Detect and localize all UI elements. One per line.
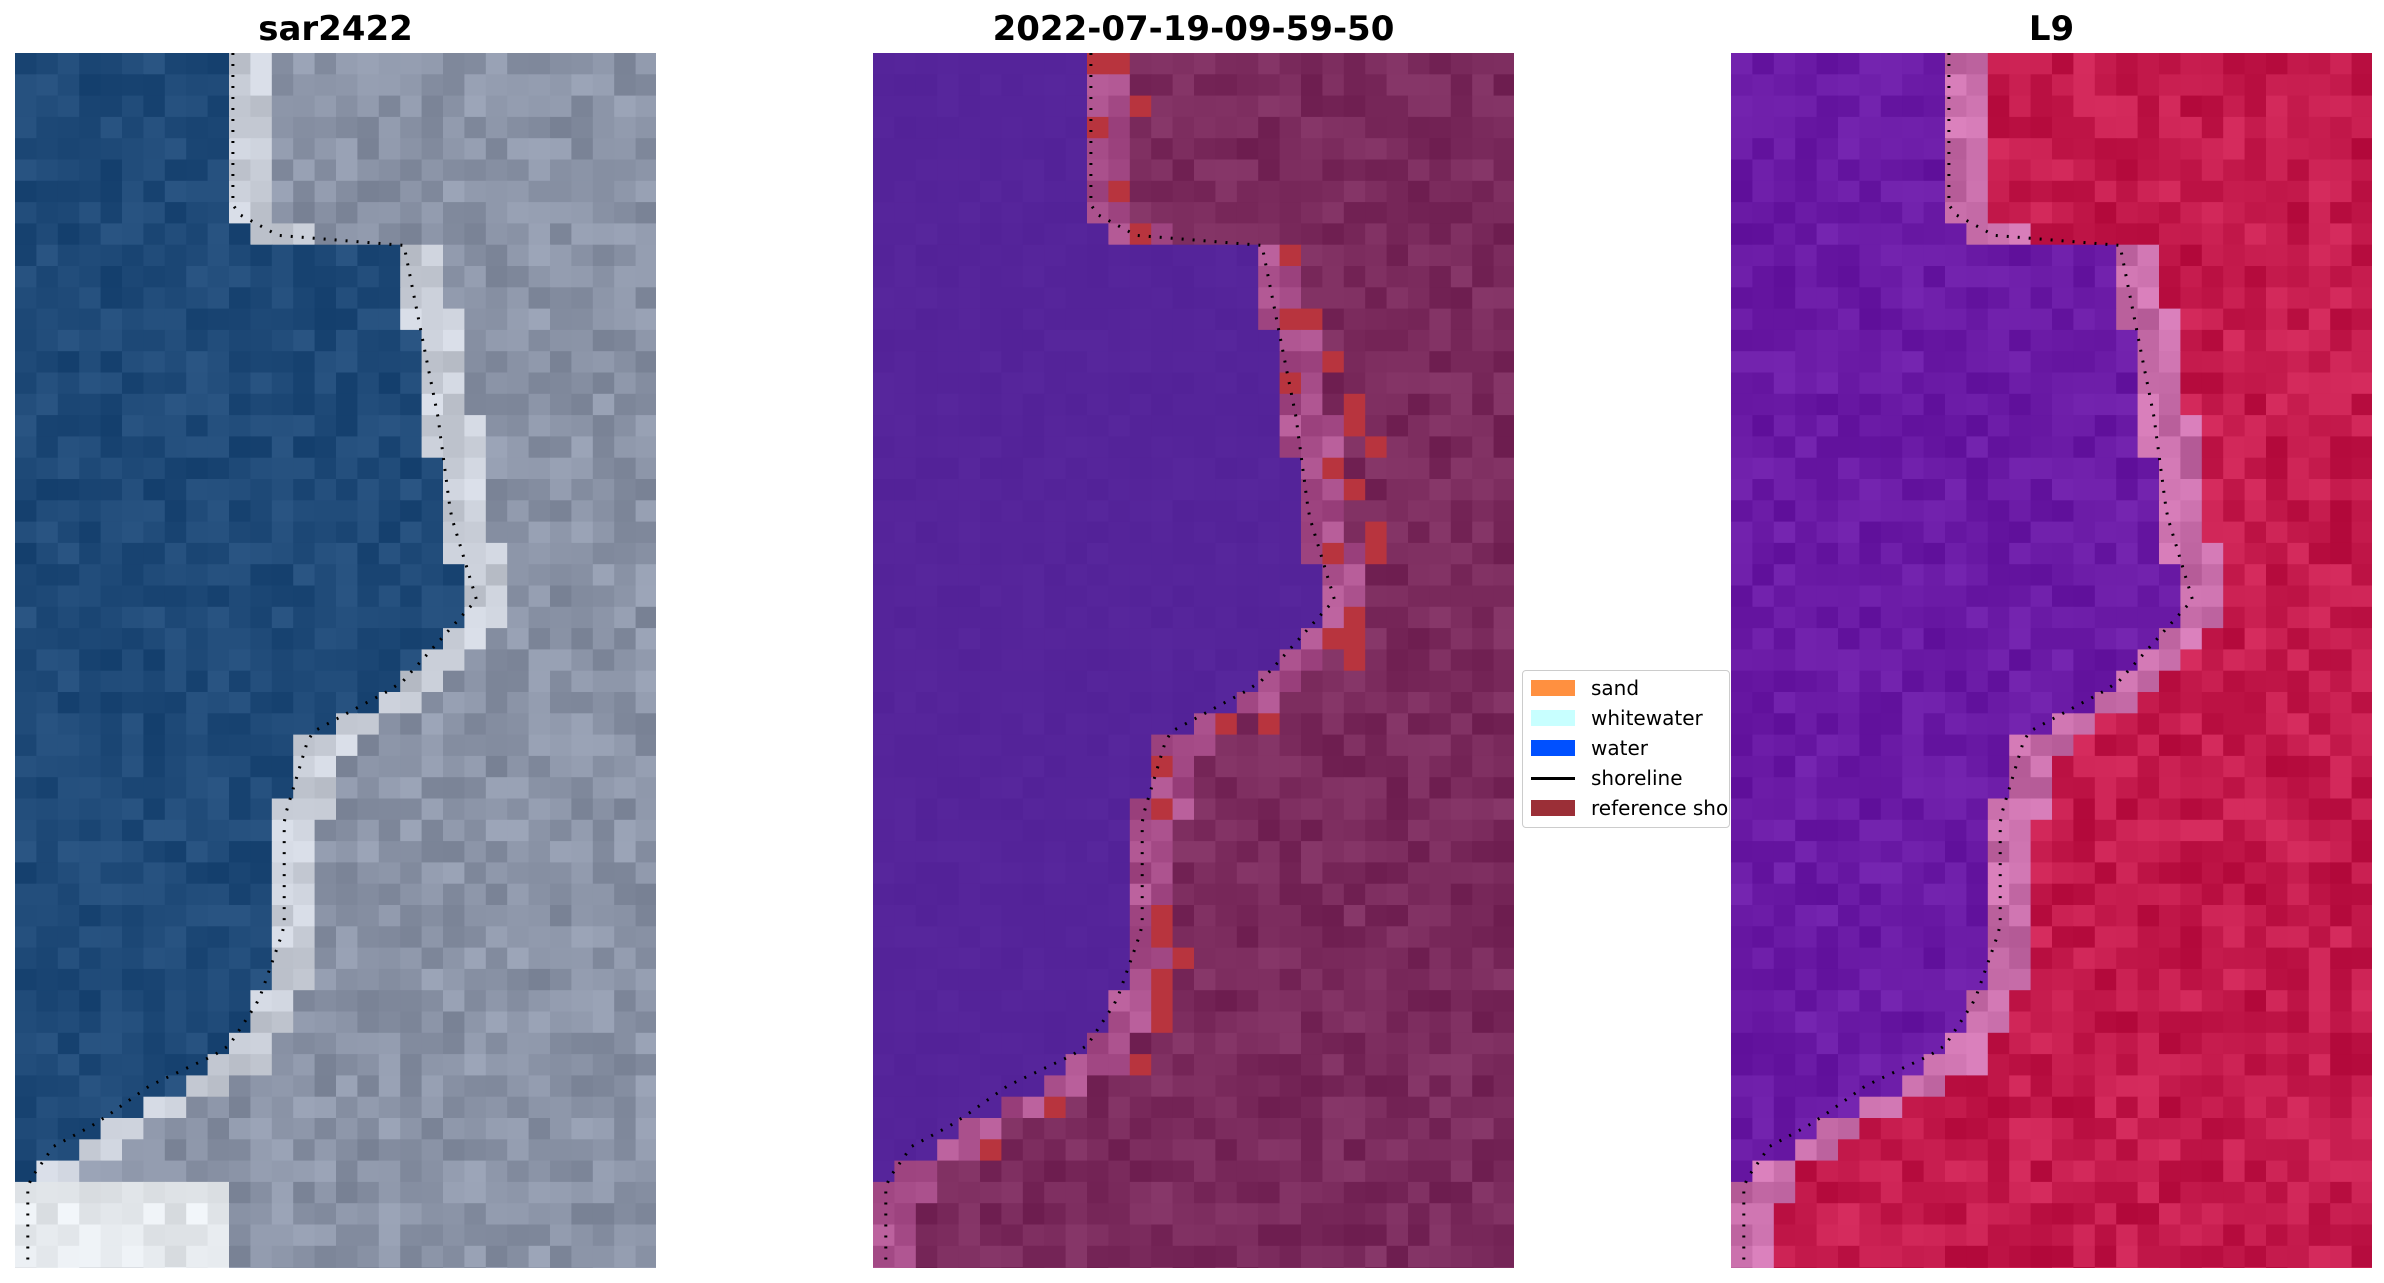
legend-label-water: water xyxy=(1591,736,1648,760)
rgb-image xyxy=(15,53,656,1268)
classification-image-panel xyxy=(873,53,1514,1268)
panel-title-index: L9 xyxy=(2028,9,2075,49)
panel-title-rgb: sar2422 xyxy=(258,9,413,49)
legend: sand whitewater water shoreline referenc… xyxy=(1522,670,1730,828)
legend-label-shoreline: shoreline xyxy=(1591,766,1683,790)
panel-title-classification: 2022-07-19-09-59-50 xyxy=(992,9,1395,49)
rgb-image-panel xyxy=(15,53,656,1268)
legend-label-reference-shoreline: reference shoreline xyxy=(1591,796,1729,820)
water-swatch xyxy=(1531,740,1575,756)
whitewater-swatch xyxy=(1531,710,1575,726)
legend-label-sand: sand xyxy=(1591,676,1640,700)
shoreline-line-icon xyxy=(1531,777,1575,780)
reference-shoreline-swatch xyxy=(1531,800,1575,816)
index-image xyxy=(1731,53,2372,1268)
index-image-panel xyxy=(1731,53,2372,1268)
sand-swatch xyxy=(1531,680,1575,696)
legend-label-whitewater: whitewater xyxy=(1591,706,1703,730)
classification-image xyxy=(873,53,1514,1268)
